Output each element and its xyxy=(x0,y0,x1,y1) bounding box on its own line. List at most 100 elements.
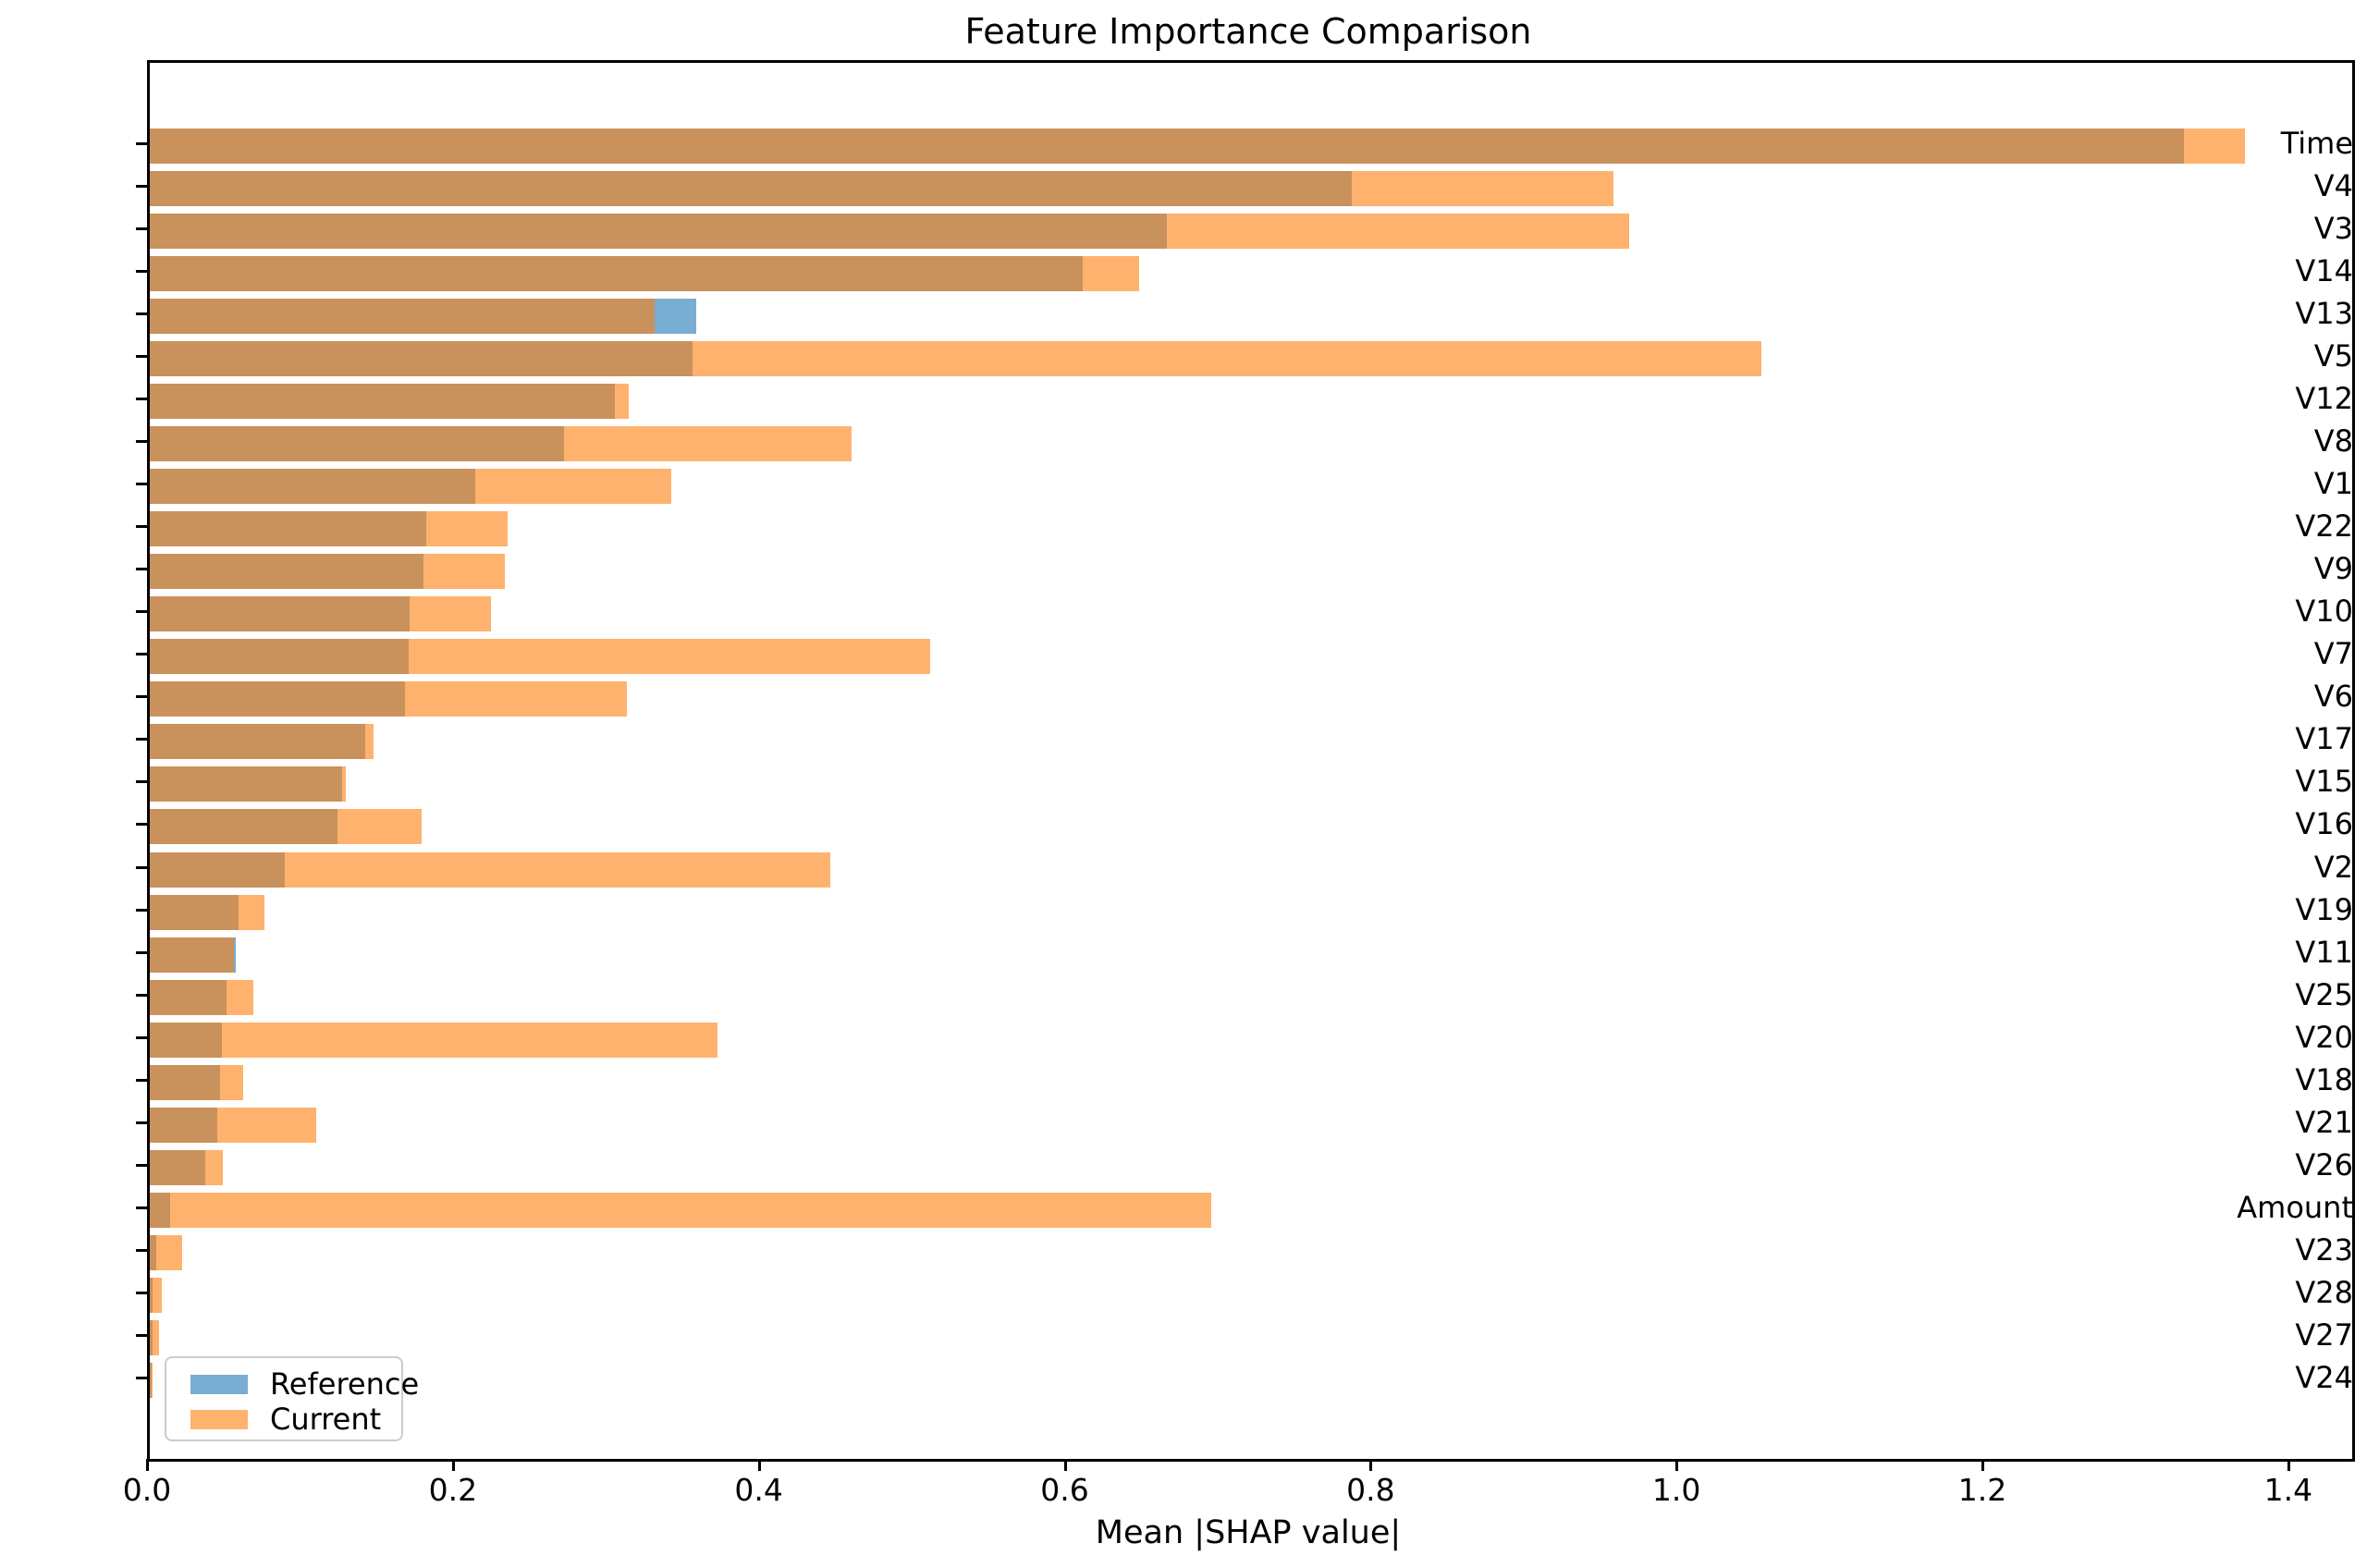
x-axis-label: Mean |SHAP value| xyxy=(1095,1514,1402,1551)
ytick-mark-V7 xyxy=(136,653,147,656)
ytick-mark-V13 xyxy=(136,312,147,316)
ytick-label-V11: V11 xyxy=(2295,934,2353,970)
ytick-mark-V27 xyxy=(136,1333,147,1337)
ytick-label-V15: V15 xyxy=(2295,764,2353,800)
legend-entry-reference: Reference xyxy=(190,1366,419,1402)
ytick-mark-Time xyxy=(136,142,147,145)
legend-label-reference: Reference xyxy=(270,1366,420,1402)
ytick-mark-V3 xyxy=(136,227,147,231)
ytick-mark-V22 xyxy=(136,525,147,529)
xtick-mark-1.0 xyxy=(1675,1459,1679,1471)
current-swatch-icon xyxy=(190,1409,248,1429)
ytick-mark-V26 xyxy=(136,1163,147,1167)
xtick-label-0.4: 0.4 xyxy=(734,1472,783,1508)
ytick-mark-V14 xyxy=(136,270,147,274)
bar-current-V23 xyxy=(150,1234,182,1270)
ytick-label-V16: V16 xyxy=(2295,806,2353,842)
ytick-label-Time: Time xyxy=(2280,126,2353,161)
ytick-label-V14: V14 xyxy=(2295,253,2353,289)
ytick-label-V22: V22 xyxy=(2295,508,2353,545)
bar-current-V18 xyxy=(150,1064,243,1100)
xtick-label-1.2: 1.2 xyxy=(1957,1472,2007,1508)
ytick-label-V25: V25 xyxy=(2295,976,2353,1012)
ytick-label-V4: V4 xyxy=(2313,168,2353,204)
ytick-label-V6: V6 xyxy=(2313,679,2353,715)
ytick-label-V2: V2 xyxy=(2313,849,2353,885)
ytick-mark-V16 xyxy=(136,823,147,827)
bar-current-V9 xyxy=(150,554,505,590)
ytick-mark-V12 xyxy=(136,398,147,401)
ytick-mark-Amount xyxy=(136,1206,147,1209)
bar-current-V6 xyxy=(150,681,628,717)
xtick-mark-0.6 xyxy=(1063,1459,1067,1471)
ytick-label-V21: V21 xyxy=(2295,1104,2353,1140)
chart-title: Feature Importance Comparison xyxy=(964,11,1532,52)
xtick-mark-0.2 xyxy=(451,1459,455,1471)
ytick-mark-V25 xyxy=(136,993,147,997)
bar-current-V16 xyxy=(150,809,423,845)
bar-current-V28 xyxy=(150,1277,163,1313)
xtick-mark-1.4 xyxy=(2287,1459,2290,1471)
bar-current-V27 xyxy=(150,1319,159,1355)
ytick-mark-V19 xyxy=(136,908,147,912)
bar-current-V21 xyxy=(150,1107,317,1143)
ytick-label-V13: V13 xyxy=(2295,296,2353,332)
ytick-label-V7: V7 xyxy=(2313,636,2353,672)
ytick-label-V17: V17 xyxy=(2295,721,2353,757)
ytick-mark-V28 xyxy=(136,1291,147,1294)
bar-current-V11 xyxy=(150,937,234,973)
legend-label-current: Current xyxy=(270,1402,382,1437)
xtick-label-1.0: 1.0 xyxy=(1651,1472,1701,1508)
ytick-mark-V17 xyxy=(136,738,147,741)
ytick-mark-V20 xyxy=(136,1035,147,1039)
ytick-label-V23: V23 xyxy=(2295,1231,2353,1268)
bar-current-V19 xyxy=(150,894,265,930)
ytick-label-V1: V1 xyxy=(2313,466,2353,502)
ytick-mark-V15 xyxy=(136,780,147,784)
bar-current-Time xyxy=(150,129,2246,164)
xtick-label-0.8: 0.8 xyxy=(1346,1472,1395,1508)
bar-current-V25 xyxy=(150,979,254,1015)
ytick-label-V24: V24 xyxy=(2295,1359,2353,1395)
ytick-label-V12: V12 xyxy=(2295,381,2353,417)
ytick-mark-V10 xyxy=(136,610,147,614)
xtick-label-0.2: 0.2 xyxy=(428,1472,478,1508)
bar-current-V7 xyxy=(150,639,930,675)
xtick-label-0.0: 0.0 xyxy=(122,1472,172,1508)
ytick-mark-V2 xyxy=(136,865,147,869)
ytick-label-V27: V27 xyxy=(2295,1317,2353,1353)
bar-current-V4 xyxy=(150,171,1614,207)
ytick-label-V19: V19 xyxy=(2295,891,2353,927)
bar-current-V2 xyxy=(150,851,831,888)
plot-area: Reference Current xyxy=(147,60,2355,1462)
ytick-mark-V24 xyxy=(136,1376,147,1379)
ytick-label-V8: V8 xyxy=(2313,423,2353,459)
ytick-label-V28: V28 xyxy=(2295,1274,2353,1310)
ytick-label-Amount: Amount xyxy=(2237,1189,2353,1225)
ytick-mark-V23 xyxy=(136,1248,147,1252)
xtick-mark-1.2 xyxy=(1981,1459,1984,1471)
bar-current-V15 xyxy=(150,766,346,802)
ytick-mark-V18 xyxy=(136,1078,147,1082)
bar-current-V12 xyxy=(150,384,629,420)
xtick-label-0.6: 0.6 xyxy=(1040,1472,1089,1508)
bar-current-V26 xyxy=(150,1149,224,1185)
bar-current-V5 xyxy=(150,341,1762,377)
ytick-mark-V11 xyxy=(136,950,147,954)
ytick-mark-V9 xyxy=(136,568,147,571)
bar-current-V1 xyxy=(150,469,672,505)
ytick-label-V20: V20 xyxy=(2295,1019,2353,1055)
ytick-mark-V5 xyxy=(136,355,147,359)
reference-swatch-icon xyxy=(190,1374,248,1394)
ytick-label-V3: V3 xyxy=(2313,211,2353,247)
bar-current-V20 xyxy=(150,1022,717,1058)
ytick-label-V26: V26 xyxy=(2295,1146,2353,1182)
bar-current-V13 xyxy=(150,299,655,335)
bar-current-V3 xyxy=(150,214,1629,250)
ytick-label-V18: V18 xyxy=(2295,1061,2353,1097)
bar-current-V22 xyxy=(150,511,509,547)
bar-current-V24 xyxy=(150,1362,153,1398)
ytick-label-V9: V9 xyxy=(2313,551,2353,587)
ytick-mark-V8 xyxy=(136,440,147,444)
